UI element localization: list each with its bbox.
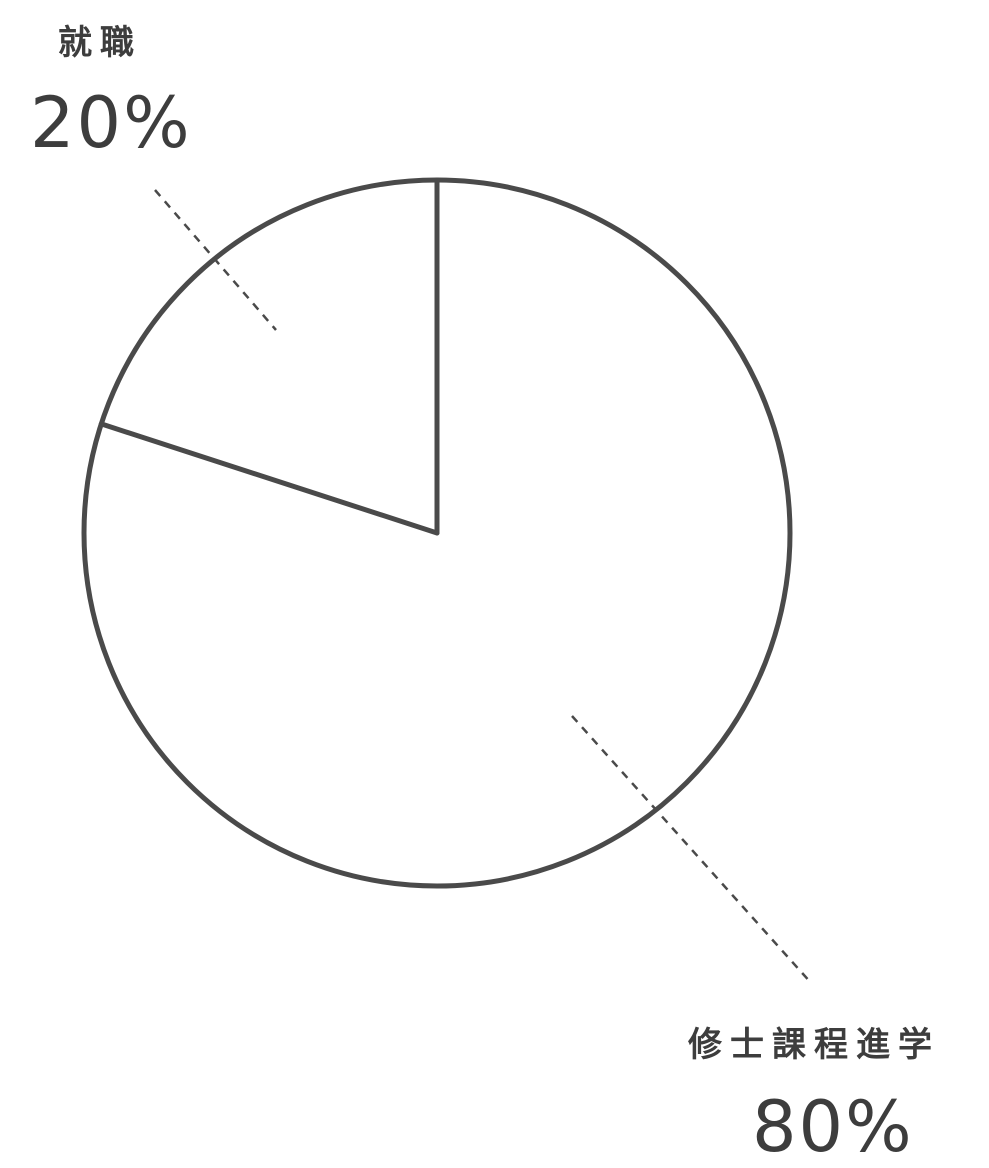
slice-value-employment: 20%	[30, 82, 192, 164]
leader-line-masters	[571, 715, 813, 985]
slice-label-masters: 修士課程進学	[688, 1025, 940, 1065]
leader-line-employment	[154, 189, 277, 331]
slice-boundary-left	[98, 421, 440, 536]
slice-value-masters: 80%	[752, 1086, 914, 1168]
slice-label-employment: 就職	[58, 23, 142, 63]
